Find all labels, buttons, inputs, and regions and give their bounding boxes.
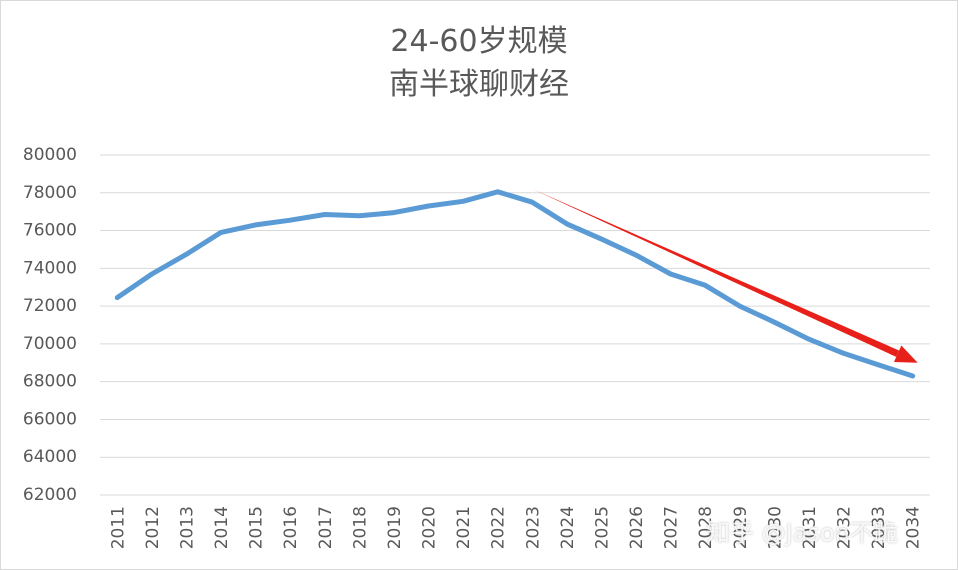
x-tick-label: 2015 [247, 506, 267, 549]
x-axis-ticks: 2011 2012 2013 2014 2015 2016 2017 2018 2019 2020… [108, 506, 923, 549]
x-tick-label: 2020 [420, 506, 440, 549]
trend-arrow-layer [532, 189, 918, 363]
y-tick-label: 62000 [23, 485, 77, 505]
data-point [910, 373, 915, 379]
x-tick-label: 2032 [835, 506, 855, 549]
y-axis-ticks: 62000 64000 66000 68000 70000 72000 74000 76000… [23, 145, 77, 505]
data-point [322, 212, 327, 217]
x-tick-label: 2026 [627, 506, 647, 549]
y-tick-label: 72000 [23, 296, 77, 316]
data-point [115, 295, 120, 300]
x-tick-label: 2012 [143, 506, 163, 549]
trend-arrow-head [893, 345, 918, 363]
data-point [357, 213, 362, 219]
data-point [737, 303, 742, 309]
y-tick-label: 64000 [23, 447, 77, 467]
x-tick-label: 2014 [212, 506, 232, 549]
data-point [288, 217, 293, 223]
data-point [530, 200, 535, 205]
x-tick-label: 2030 [765, 506, 785, 549]
watermark: 知乎 @Jason不跪 [706, 519, 898, 547]
series-layer [114, 189, 916, 379]
data-point [149, 271, 155, 277]
x-tick-label: 2022 [489, 506, 509, 549]
x-tick-label: 2013 [177, 506, 197, 549]
trend-arrow-shaft [532, 189, 900, 357]
y-tick-label: 80000 [23, 145, 77, 165]
x-tick-label: 2011 [108, 506, 128, 549]
data-point [633, 252, 639, 258]
data-point [184, 251, 189, 257]
x-tick-label: 2018 [350, 506, 370, 549]
x-tick-label: 2019 [385, 506, 405, 549]
data-point [875, 362, 881, 367]
x-tick-label: 2028 [696, 506, 716, 549]
x-tick-label: 2029 [731, 506, 751, 549]
data-point [460, 199, 466, 204]
series-line [114, 189, 916, 379]
data-point [391, 210, 397, 215]
y-tick-label: 78000 [23, 183, 77, 203]
data-point [806, 336, 812, 342]
chart-title: 24-60岁规模 [390, 24, 568, 59]
chart-subtitle: 南半球聊财经 [389, 67, 569, 102]
x-tick-label: 2034 [904, 506, 924, 549]
data-point [495, 189, 500, 195]
chart-title-block: 24-60岁规模 南半球聊财经 [0, 22, 958, 105]
x-tick-label: 2024 [558, 506, 578, 549]
x-tick-label: 2021 [454, 506, 474, 549]
data-point [772, 319, 777, 325]
data-point [703, 283, 708, 288]
x-tick-label: 2031 [800, 506, 820, 549]
data-point [426, 203, 431, 209]
data-point [253, 222, 258, 228]
x-tick-label: 2033 [869, 506, 889, 549]
y-tick-label: 76000 [23, 221, 77, 241]
x-tick-label: 2017 [316, 506, 336, 549]
x-tick-label: 2023 [523, 506, 543, 549]
data-point [841, 351, 846, 356]
y-tick-label: 66000 [23, 409, 77, 429]
x-tick-label: 2027 [662, 506, 682, 549]
x-tick-label: 2016 [281, 506, 301, 549]
y-tick-label: 70000 [23, 334, 77, 354]
data-point [599, 236, 604, 242]
data-point [564, 221, 570, 227]
data-point [218, 230, 224, 235]
x-tick-label: 2025 [592, 506, 612, 549]
y-tick-label: 74000 [23, 258, 77, 278]
y-tick-label: 68000 [23, 372, 77, 392]
data-point [668, 271, 673, 277]
grid-lines [100, 154, 930, 496]
